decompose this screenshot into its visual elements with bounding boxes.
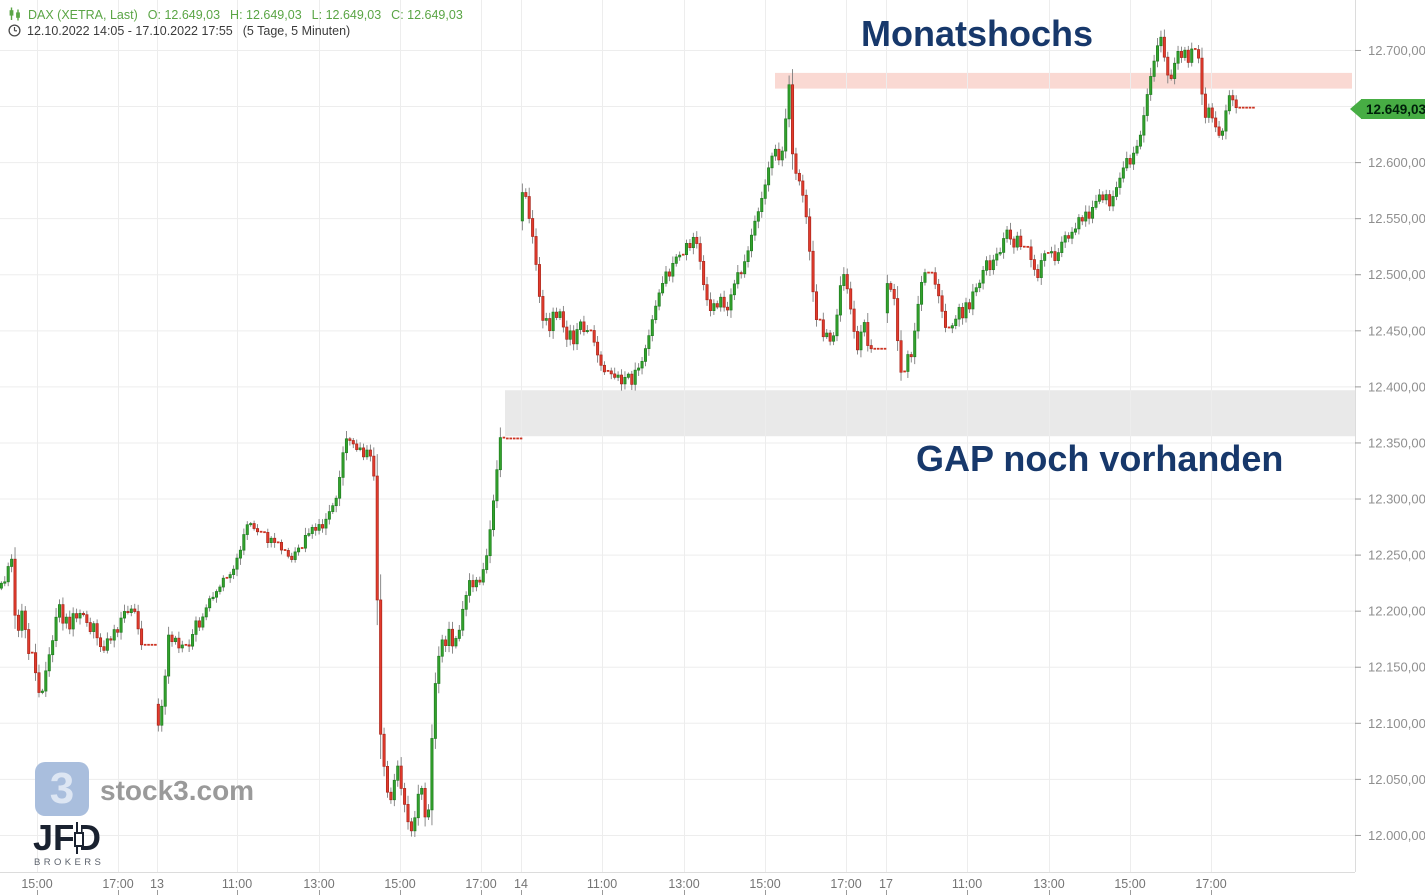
time-tick-label: 15:00 bbox=[1114, 877, 1145, 891]
symbol-title: DAX (XETRA, Last) bbox=[28, 8, 138, 22]
time-tick-label: 14 bbox=[514, 877, 528, 891]
price-tick-label: 12.350,00 bbox=[1368, 435, 1425, 450]
badge-arrow bbox=[1350, 99, 1361, 119]
high-value: 12.649,03 bbox=[246, 8, 302, 22]
clock-icon bbox=[8, 24, 21, 40]
price-tick-label: 12.000,00 bbox=[1368, 828, 1425, 843]
price-tick-label: 12.150,00 bbox=[1368, 660, 1425, 675]
price-tick-label: 12.500,00 bbox=[1368, 267, 1425, 282]
time-tick-label: 17 bbox=[879, 877, 893, 891]
time-tick-label: 11:00 bbox=[952, 877, 982, 891]
stock3-logo-glyph: 3 bbox=[49, 764, 75, 813]
timeframe: (5 Tage, 5 Minuten) bbox=[242, 24, 351, 38]
time-tick-label: 15:00 bbox=[21, 877, 52, 891]
candles-day-13.10.2022 bbox=[156, 427, 523, 837]
badge-label: 12.649,03 bbox=[1366, 102, 1425, 117]
badge-box bbox=[1361, 99, 1425, 119]
jfd-brokers-label: BROKERS bbox=[34, 857, 105, 868]
time-tick-label: 13:00 bbox=[303, 877, 334, 891]
symbol-header: DAX (XETRA, Last) O: 12.649,03 H: 12.649,0… bbox=[8, 7, 463, 24]
date-range: 12.10.2022 14:05 - 17.10.2022 17:55 bbox=[27, 24, 233, 38]
low-label: L: bbox=[311, 8, 323, 22]
price-tick-label: 12.700,00 bbox=[1368, 43, 1425, 58]
time-axis: 15:00 17:00 13 11:00 13:00 15:00 17:00 14 11:00 1… bbox=[21, 877, 1227, 895]
time-tick-label: 13:00 bbox=[1033, 877, 1064, 891]
monatshoch-zone bbox=[775, 72, 1352, 89]
low-value: 12.649,03 bbox=[325, 8, 382, 22]
price-tick-label: 12.550,00 bbox=[1368, 211, 1425, 226]
open-value: 12.649,03 bbox=[164, 8, 221, 22]
time-tick-label: 11:00 bbox=[587, 877, 617, 891]
price-tick-label: 12.600,00 bbox=[1368, 155, 1425, 170]
price-tick-label: 12.250,00 bbox=[1368, 548, 1425, 563]
close-value: 12.649,03 bbox=[407, 8, 463, 22]
stock3-logo: 3 bbox=[35, 762, 89, 816]
jfd-logo: JFD bbox=[33, 817, 102, 858]
open-label: O: bbox=[147, 8, 161, 22]
annotation-gap: GAP noch vorhanden bbox=[916, 438, 1284, 479]
time-tick-label: 17:00 bbox=[830, 877, 861, 891]
time-tick-label: 17:00 bbox=[102, 877, 133, 891]
candles-day-12.10.2022 bbox=[0, 547, 157, 698]
stock3-wordmark: stock3.com bbox=[100, 775, 255, 806]
axis-lines bbox=[0, 0, 1356, 873]
price-tick-label: 12.100,00 bbox=[1368, 716, 1425, 731]
time-tick-label: 15:00 bbox=[384, 877, 415, 891]
candlestick-icon bbox=[8, 7, 22, 24]
price-tick-label: 12.200,00 bbox=[1368, 604, 1425, 619]
time-tick-label: 13 bbox=[150, 877, 164, 891]
time-tick-label: 17:00 bbox=[465, 877, 496, 891]
price-tick-label: 12.400,00 bbox=[1368, 379, 1425, 394]
gap-zone bbox=[505, 390, 1355, 437]
time-tick-label: 13:00 bbox=[668, 877, 699, 891]
price-tick-label: 12.050,00 bbox=[1368, 772, 1425, 787]
zone-bands bbox=[505, 72, 1355, 437]
close-label: C: bbox=[391, 8, 404, 22]
price-tick-label: 12.300,00 bbox=[1368, 492, 1425, 507]
time-tick-label: 15:00 bbox=[749, 877, 780, 891]
jfd-logo-candle-icon bbox=[73, 822, 84, 854]
price-tick-label: 12.450,00 bbox=[1368, 323, 1425, 338]
annotation-monatshochs: Monatshochs bbox=[861, 13, 1094, 54]
range-header: 12.10.2022 14:05 - 17.10.2022 17:55 (5 Ta… bbox=[8, 24, 350, 40]
high-label: H: bbox=[230, 8, 243, 22]
time-tick-label: 11:00 bbox=[222, 877, 252, 891]
price-axis: 12.700,00 12.600,00 12.550,00 12.500,00 12.4… bbox=[1355, 43, 1425, 843]
time-tick-label: 17:00 bbox=[1195, 877, 1226, 891]
candlesticks bbox=[0, 29, 1255, 837]
candles-day-14.10.2022 bbox=[520, 69, 887, 391]
candles-day-17.10.2022 bbox=[885, 29, 1255, 381]
last-price-badge: 12.649,03 bbox=[1350, 99, 1425, 119]
